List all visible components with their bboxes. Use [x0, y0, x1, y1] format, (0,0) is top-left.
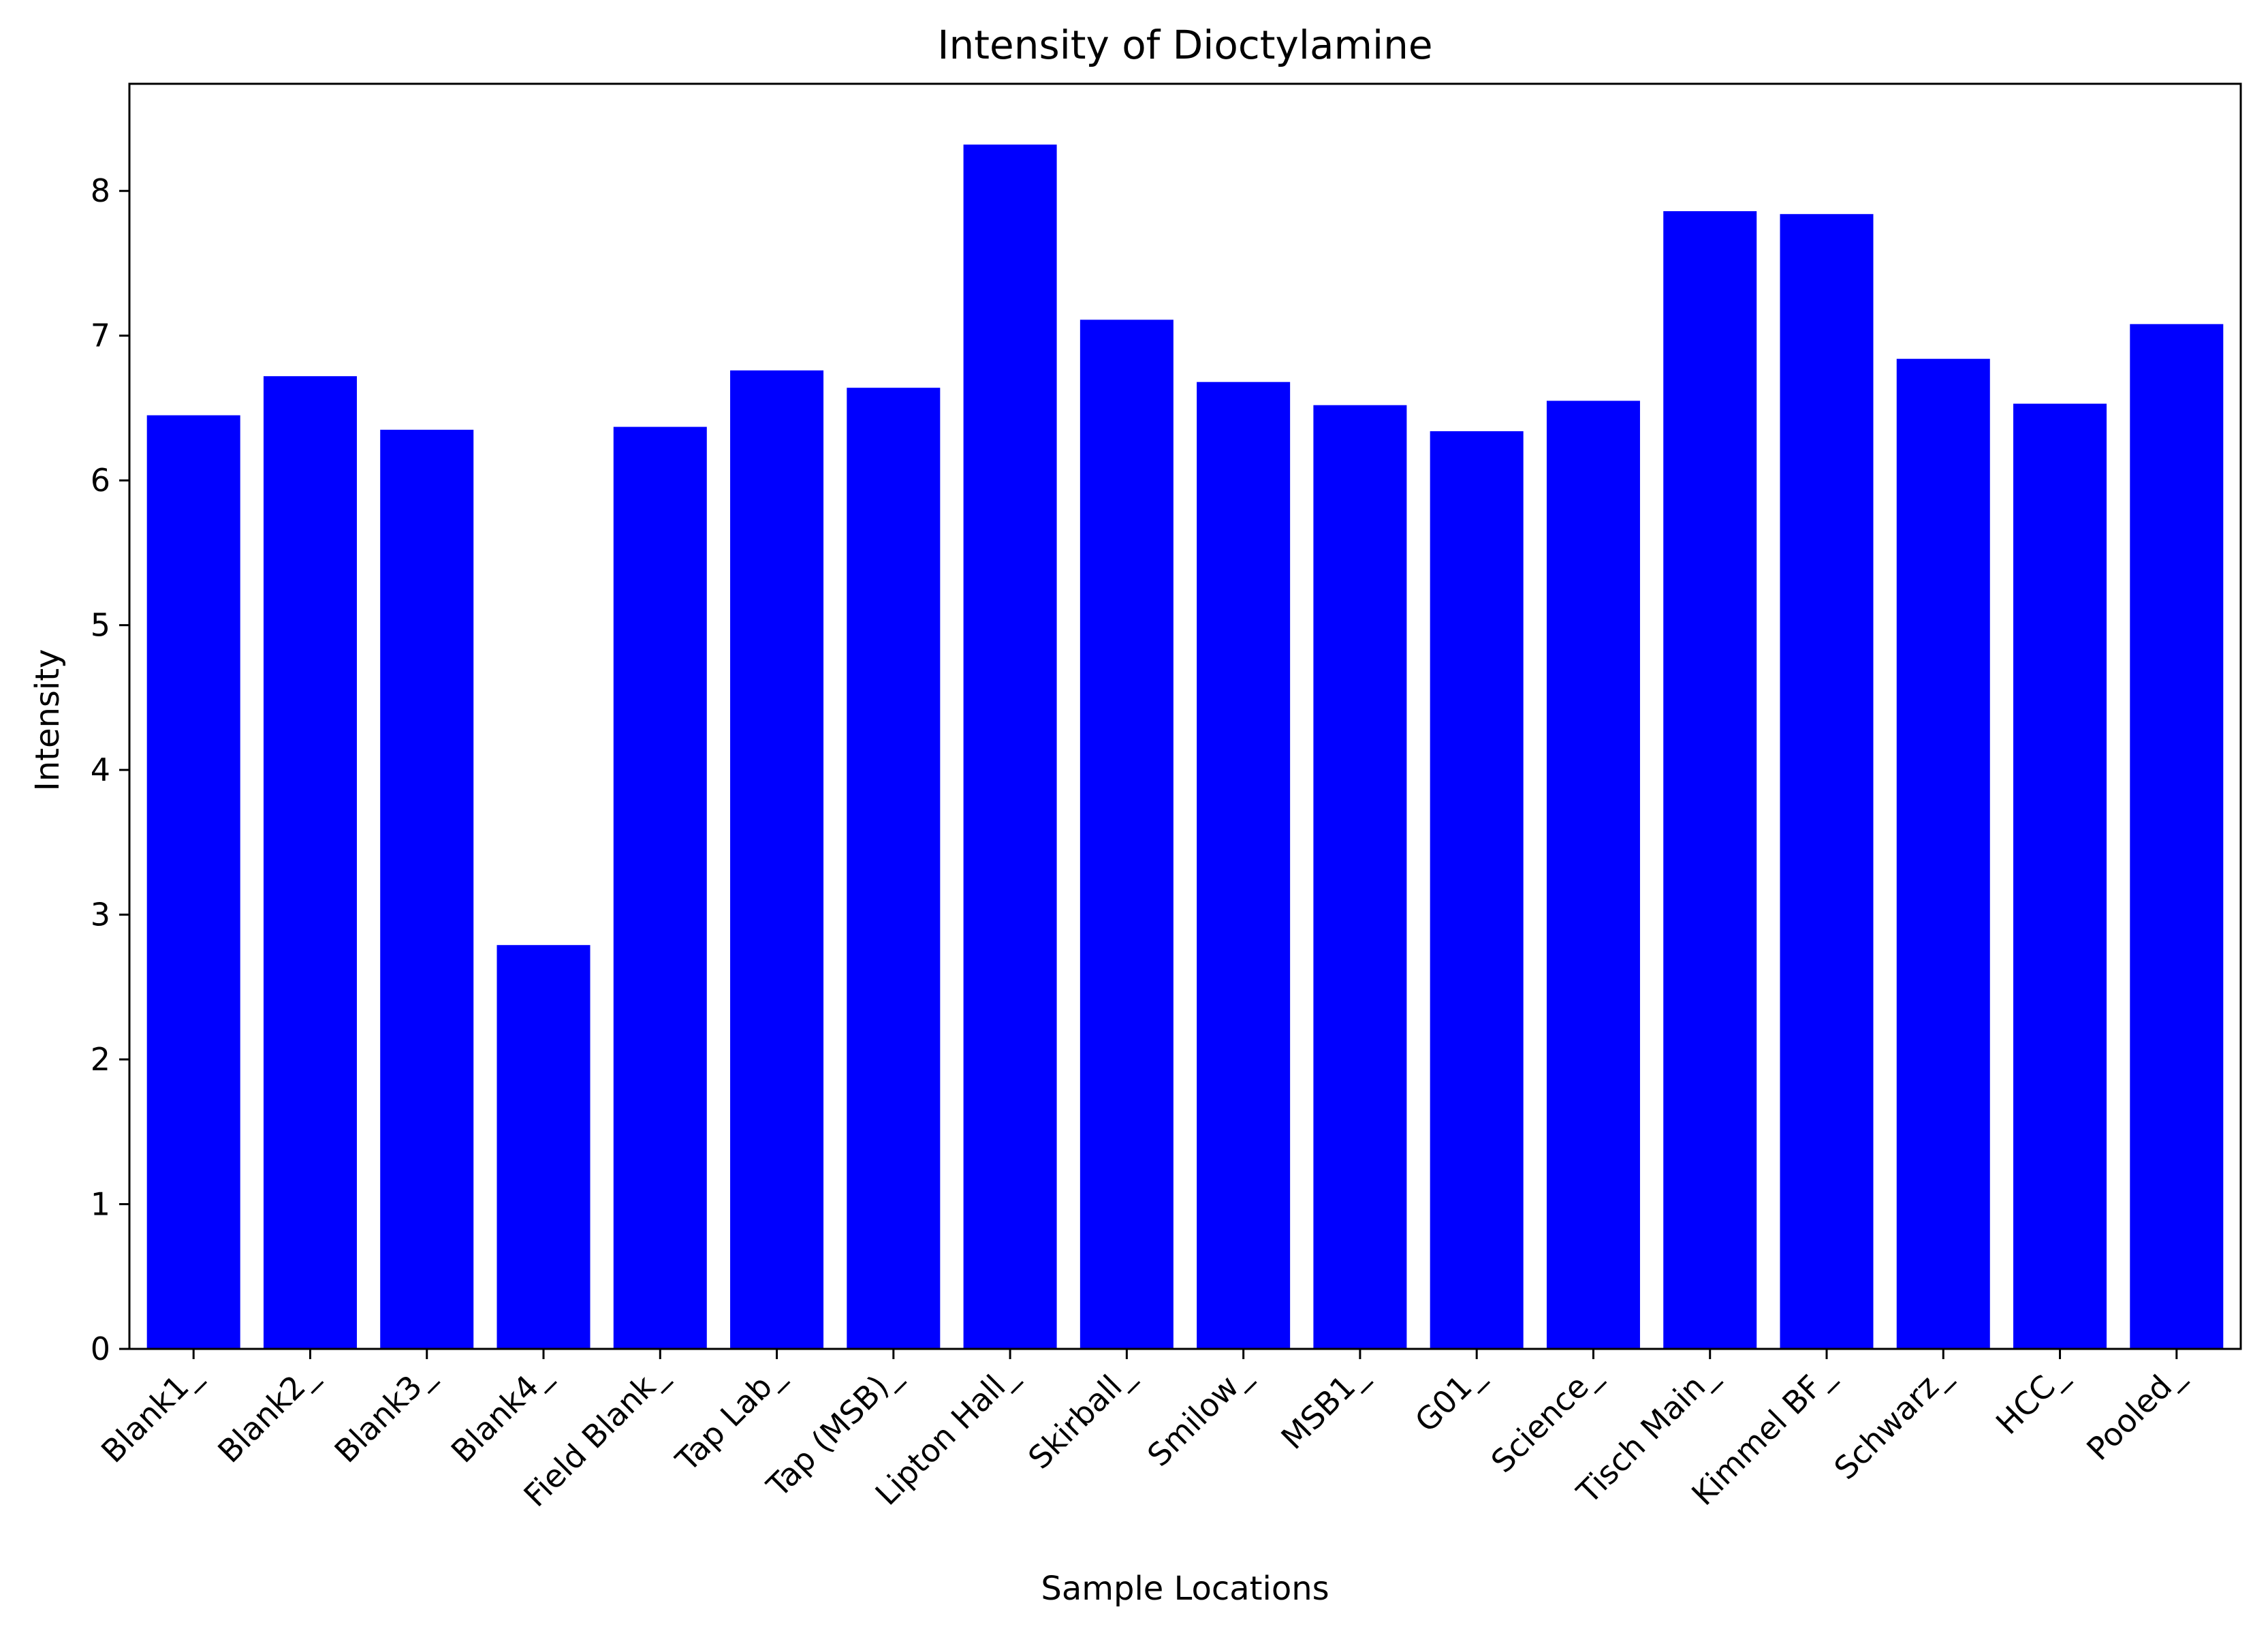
x-tick-label: Blank1_ [94, 1356, 208, 1470]
bar [1313, 405, 1407, 1349]
x-tick-label: Tap Lab_ [668, 1356, 791, 1479]
x-tick-label: Blank4_ [444, 1356, 558, 1470]
x-tick-label: MSB1_ [1274, 1356, 1374, 1457]
bar [963, 144, 1057, 1349]
x-tick-label: Blank2_ [210, 1356, 324, 1470]
bar [1197, 382, 1291, 1349]
y-tick-label: 5 [91, 607, 110, 644]
y-tick-label: 4 [91, 751, 110, 788]
x-tick-label: HCC_ [1989, 1356, 2074, 1442]
y-tick-label: 6 [91, 462, 110, 499]
bar [847, 388, 941, 1349]
y-tick-label: 7 [91, 317, 110, 354]
bar [1780, 214, 1874, 1349]
x-tick-label: G01_ [1408, 1356, 1491, 1440]
y-tick-label: 0 [91, 1331, 110, 1367]
bar [380, 429, 474, 1349]
x-tick-label: Science_ [1484, 1356, 1607, 1480]
x-axis-label: Sample Locations [1041, 1570, 1329, 1608]
y-axis-label: Intensity [29, 649, 67, 792]
bar [1546, 401, 1640, 1349]
bar [1430, 431, 1524, 1349]
x-tick-label: Skirball_ [1021, 1356, 1141, 1476]
bar [263, 376, 357, 1350]
x-tick-label: Schwarz_ [1827, 1356, 1957, 1487]
x-tick-label: Blank3_ [328, 1356, 441, 1470]
x-tick-label: Pooled_ [2079, 1356, 2190, 1467]
x-tick-label: Smilow_ [1140, 1356, 1257, 1474]
bar [2013, 403, 2107, 1349]
y-tick-label: 3 [91, 897, 110, 933]
bar [1663, 211, 1757, 1349]
y-tick-label: 1 [91, 1186, 110, 1223]
bar [613, 426, 707, 1350]
bar [730, 370, 824, 1349]
bar [2130, 324, 2224, 1349]
plot-frame [128, 82, 2242, 1350]
y-tick-label: 2 [91, 1041, 110, 1078]
bar [1896, 358, 1990, 1349]
bar [146, 415, 240, 1349]
chart-title: Intensity of Dioctylamine [937, 22, 1432, 68]
bar [497, 945, 590, 1349]
y-tick-label: 8 [91, 172, 110, 209]
bar [1080, 320, 1174, 1349]
